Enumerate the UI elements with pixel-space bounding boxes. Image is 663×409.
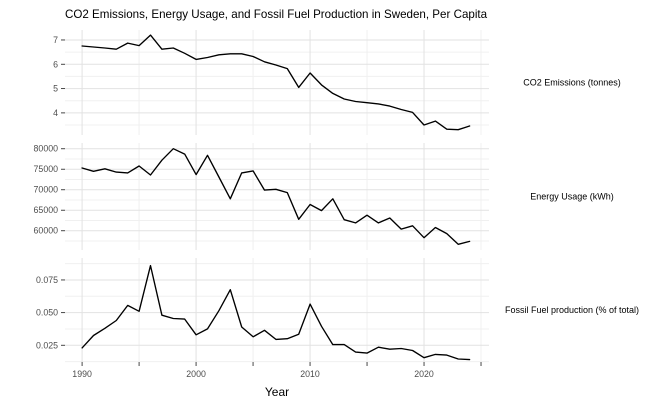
facet-strip-label: Fossil Fuel production (% of total) (505, 305, 639, 315)
y-tick-label: 0.025 (36, 340, 58, 350)
y-tick-label: 4 (53, 108, 58, 118)
y-tick-label: 0.075 (36, 275, 58, 285)
gridline-layer (65, 30, 489, 363)
x-axis-title: Year (265, 385, 289, 399)
x-tick-label: 2000 (186, 369, 206, 379)
series-line (81, 148, 471, 245)
series-line (81, 34, 471, 131)
y-tick-label: 6 (53, 59, 58, 69)
y-tick-label: 60000 (34, 226, 59, 236)
x-tick-label: 2020 (414, 369, 434, 379)
y-tick-label: 0.050 (36, 308, 58, 318)
facet-strip-label: Energy Usage (kWh) (530, 192, 614, 202)
x-tick-label: 1990 (72, 369, 92, 379)
series-line (81, 264, 471, 361)
y-tick-label: 75000 (34, 164, 59, 174)
facet-strip-layer: CO2 Emissions (tonnes) Energy Usage (kWh)… (505, 78, 639, 316)
y-tick-label: 70000 (34, 185, 59, 195)
series-layer (81, 34, 471, 361)
chart-title: CO2 Emissions, Energy Usage, and Fossil … (65, 8, 488, 21)
axis-layer: 4 5 6 7 60000 65000 70000 75000 80000 0.025 0.050 0… (34, 35, 482, 379)
y-tick-label: 7 (53, 35, 58, 45)
y-tick-label: 80000 (34, 144, 59, 154)
x-tick-label: 2010 (300, 369, 320, 379)
y-tick-label: 5 (53, 84, 58, 94)
y-tick-label: 65000 (34, 205, 59, 215)
facet-strip-label: CO2 Emissions (tonnes) (523, 78, 621, 88)
